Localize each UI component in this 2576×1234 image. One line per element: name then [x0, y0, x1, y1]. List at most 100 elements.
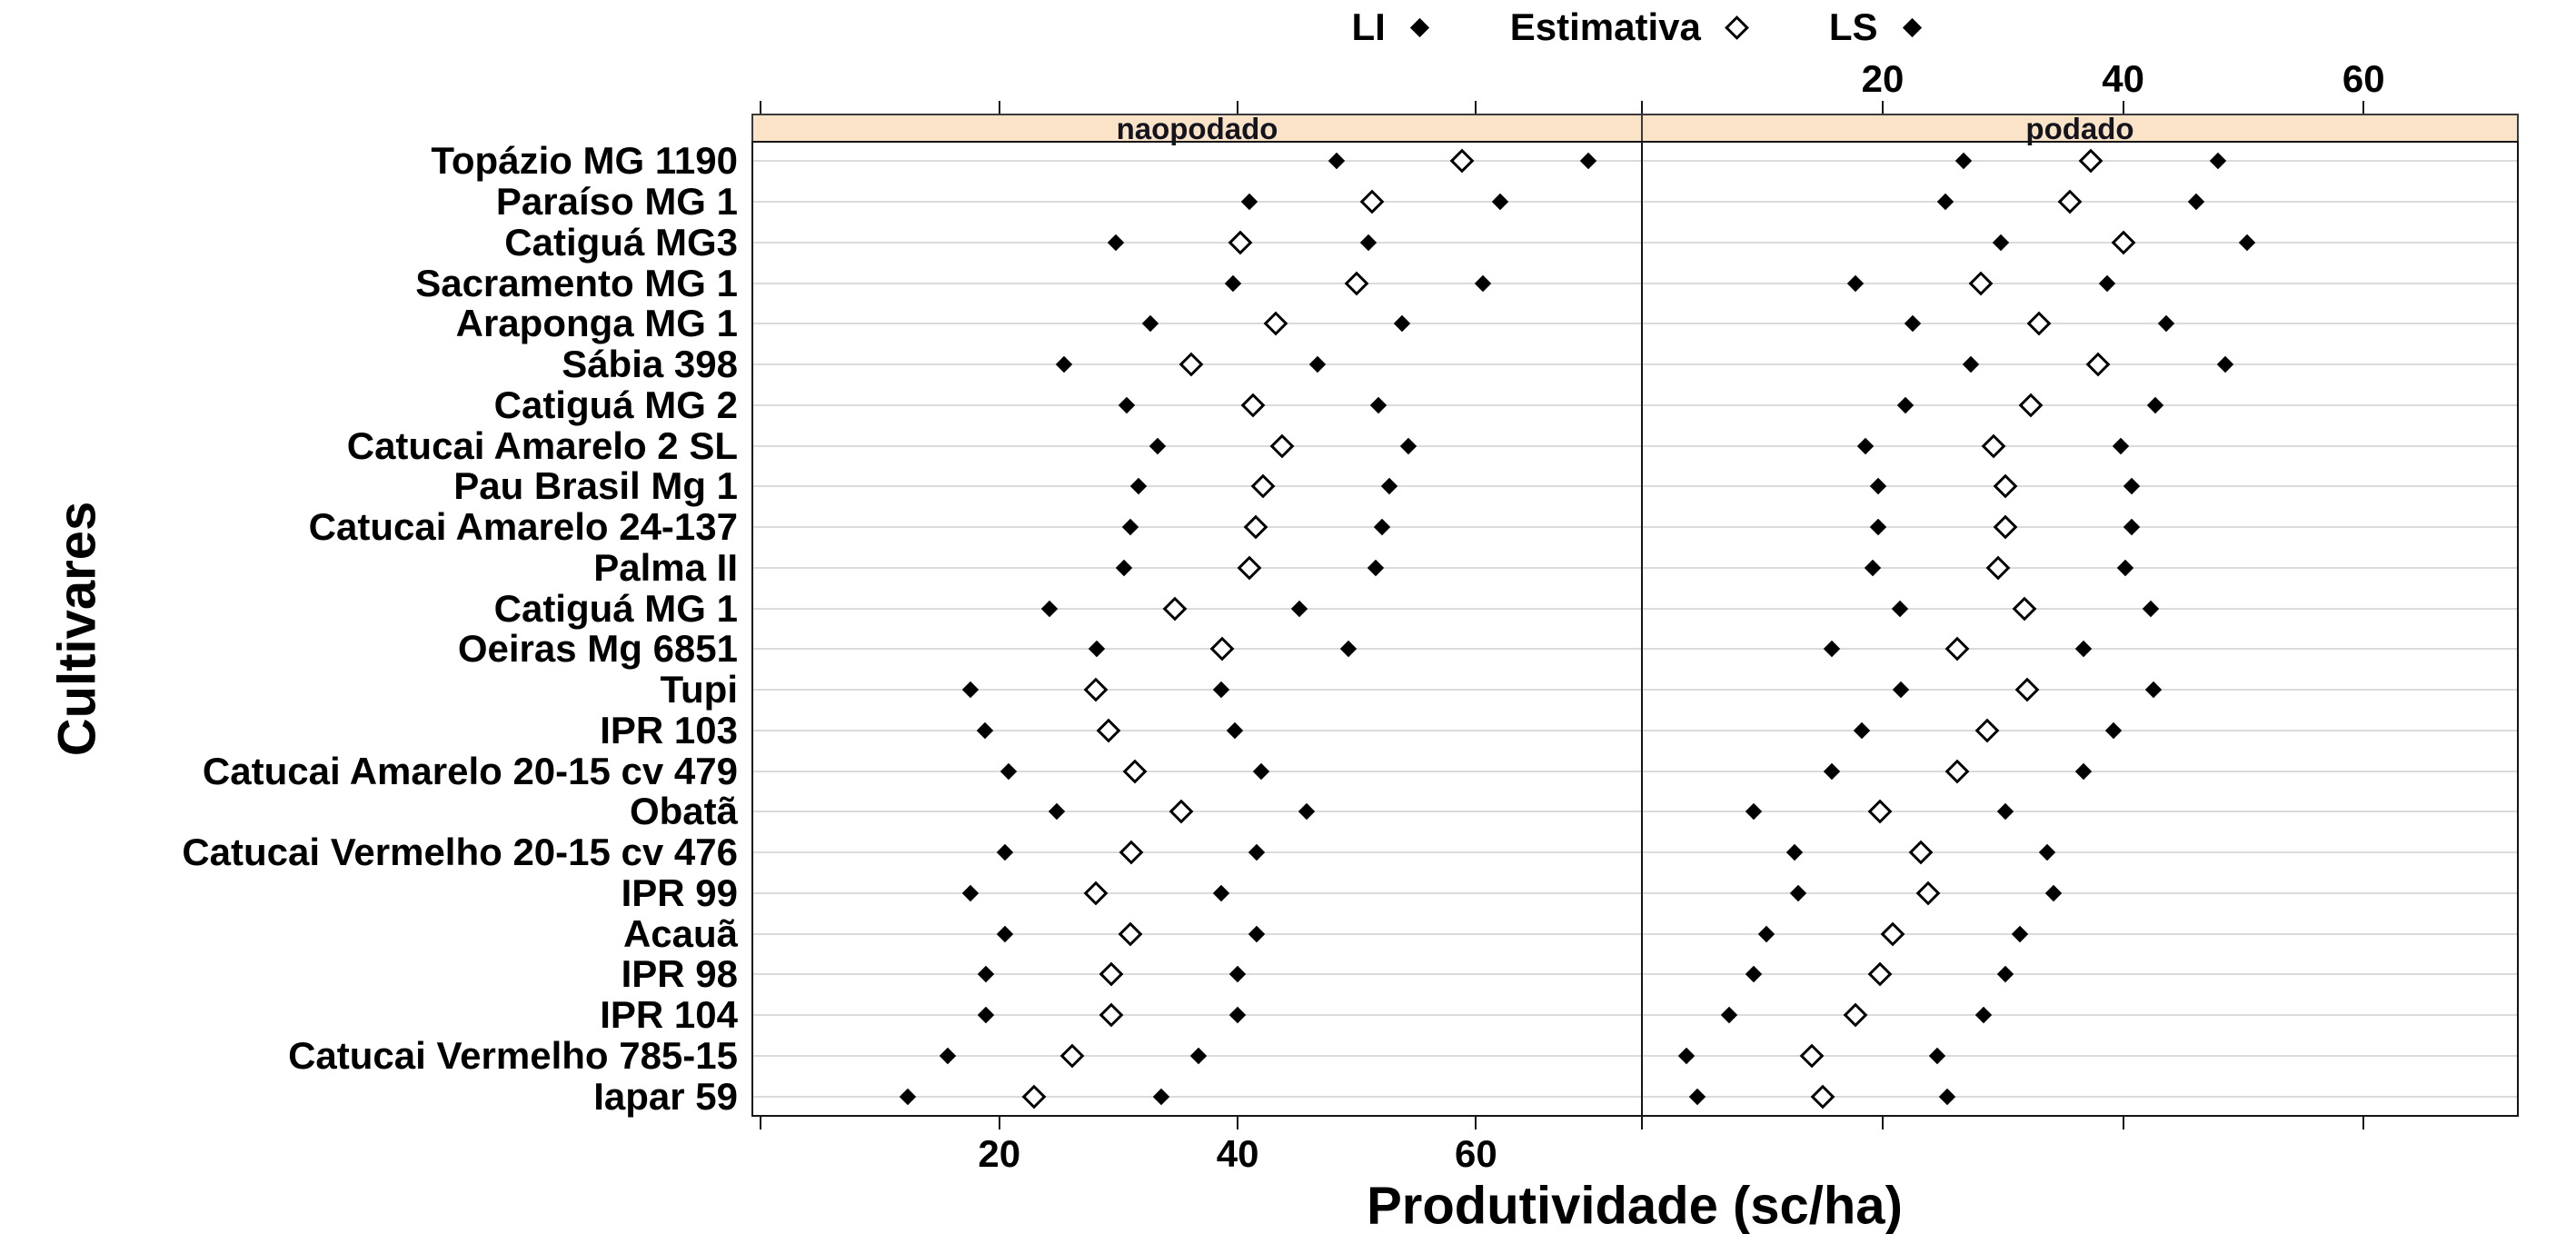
data-point-estimativa	[1867, 961, 1893, 987]
gridline	[751, 201, 1643, 204]
data-point-li	[1089, 641, 1106, 658]
data-point-li	[1757, 925, 1775, 942]
gridline	[751, 973, 1643, 976]
data-point-li	[997, 843, 1014, 861]
gridline	[751, 729, 1643, 731]
category-label: Tupi	[660, 668, 738, 712]
data-point-estimativa	[2026, 311, 2052, 336]
data-point-li	[1746, 966, 1763, 983]
data-point-li	[1688, 1088, 1706, 1105]
axis-tick-label-top: 60	[2342, 57, 2385, 100]
data-point-ls	[1248, 843, 1266, 861]
gridline	[1641, 526, 2519, 529]
category-label: Iapar 59	[593, 1074, 738, 1118]
gridline	[751, 160, 1643, 163]
data-point-estimativa	[1880, 921, 1905, 947]
data-point-li	[1118, 396, 1136, 414]
data-point-estimativa	[1021, 1084, 1047, 1110]
data-point-ls	[2104, 721, 2123, 740]
data-point-estimativa	[1449, 148, 1475, 174]
data-point-li	[1992, 234, 2009, 252]
data-point-estimativa	[1118, 921, 1143, 947]
category-label: Catiguá MG3	[504, 220, 738, 264]
category-label: IPR 103	[600, 708, 738, 751]
data-point-ls	[1298, 803, 1316, 821]
data-point-li	[1121, 518, 1139, 536]
data-point-estimativa	[1985, 555, 2011, 581]
gridline	[751, 1014, 1643, 1017]
data-point-ls	[1491, 193, 1508, 211]
data-point-li	[1130, 478, 1148, 495]
data-point-ls	[2216, 355, 2234, 373]
data-point-ls	[2099, 274, 2116, 292]
category-label: Catiguá MG 2	[493, 383, 738, 426]
gridline	[1641, 891, 2519, 894]
data-point-ls	[2238, 234, 2256, 252]
data-point-estimativa	[1993, 514, 2018, 540]
data-point-ls	[1996, 803, 2014, 821]
category-label: Oeiras Mg 6851	[457, 627, 738, 671]
data-point-ls	[1253, 762, 1270, 780]
data-point-ls	[2209, 153, 2227, 170]
data-point-ls	[2142, 600, 2160, 617]
category-label: Araponga MG 1	[455, 302, 738, 345]
data-point-estimativa	[1810, 1084, 1835, 1110]
gridline	[751, 607, 1643, 610]
gridline	[1641, 1054, 2519, 1057]
data-point-li	[997, 925, 1014, 942]
data-point-estimativa	[1944, 636, 1970, 662]
data-point-estimativa	[1344, 271, 1369, 296]
data-point-li	[1857, 437, 1875, 454]
data-point-li	[962, 884, 980, 902]
data-point-li	[1824, 762, 1841, 780]
gridline	[1641, 973, 2519, 976]
data-point-li	[1891, 600, 1908, 617]
axis-tick-top	[1881, 101, 1884, 114]
data-point-li	[1892, 681, 1910, 699]
data-point-ls	[1339, 641, 1358, 658]
data-point-ls	[1227, 721, 1244, 740]
data-point-estimativa	[2057, 189, 2083, 214]
data-point-ls	[1228, 1006, 1247, 1024]
legend-item: LI	[1351, 8, 1429, 46]
data-point-estimativa	[1243, 514, 1268, 540]
data-point-li	[1108, 234, 1125, 252]
data-point-ls	[1475, 274, 1492, 292]
data-point-ls	[2123, 518, 2141, 536]
axis-tick-label-top: 20	[1861, 57, 1905, 100]
data-point-estimativa	[1119, 840, 1144, 865]
axis-tick-top	[2362, 101, 2365, 114]
data-point-estimativa	[2018, 393, 2044, 418]
data-point-estimativa	[1099, 961, 1124, 987]
data-point-li	[1824, 641, 1841, 658]
data-point-ls	[1399, 437, 1417, 454]
data-point-estimativa	[1083, 881, 1109, 906]
panel-strip-podado: podado	[1641, 114, 2519, 144]
gridline	[1641, 282, 2519, 284]
data-point-estimativa	[2012, 596, 2037, 622]
axis-tick-bottom	[760, 1117, 762, 1130]
filled-diamond-icon	[1409, 17, 1429, 37]
category-label: Pau Brasil Mg 1	[453, 464, 738, 508]
gridline	[1641, 1014, 2519, 1017]
data-point-ls	[2117, 559, 2134, 577]
data-point-ls	[1308, 355, 1327, 373]
data-point-ls	[1974, 1006, 1993, 1024]
axis-tick-top	[998, 101, 1000, 114]
data-point-ls	[1939, 1088, 1956, 1105]
filled-diamond-icon	[1902, 17, 1922, 37]
category-label: Catucai Amarelo 20-15 cv 479	[202, 749, 738, 792]
data-point-ls	[1228, 966, 1247, 983]
axis-tick-top	[2122, 101, 2124, 114]
category-label: Catucai Vermelho 785-15	[288, 1033, 738, 1077]
data-point-ls	[1248, 925, 1266, 942]
axis-tick-top	[1237, 101, 1239, 114]
data-point-estimativa	[1915, 881, 1941, 906]
data-point-li	[1241, 193, 1258, 211]
data-point-estimativa	[1083, 677, 1109, 702]
panel-podado	[1641, 141, 2519, 1117]
gridline	[1641, 811, 2519, 813]
gridline	[1641, 485, 2519, 488]
gridline	[751, 648, 1643, 651]
data-point-estimativa	[1097, 718, 1121, 743]
